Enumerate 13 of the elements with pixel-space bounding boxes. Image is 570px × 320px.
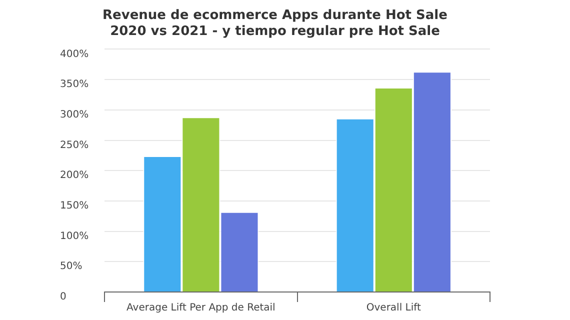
text: Revenue de ecommerce Apps durante Hot Sale [102,8,448,24]
y-tick-label: 50% [60,261,82,272]
y-tick-label: 100% [60,230,89,242]
y-tick-label: 350% [60,79,89,90]
text: 2020 vs 2021 - y tiempo regular pre Hot Sale [110,24,440,39]
y-tick-label: 400% [60,48,89,60]
y-tick-label: 200% [60,170,89,182]
y-tick-label: 250% [60,140,89,151]
y-tick-label: 150% [60,200,89,212]
y-tick-label: 0 [60,292,66,303]
x-tick-label: Overall Lift [366,302,421,314]
x-tick-label: Average Lift Per App de Retail [126,302,276,314]
y-tick-label: 300% [60,109,89,120]
